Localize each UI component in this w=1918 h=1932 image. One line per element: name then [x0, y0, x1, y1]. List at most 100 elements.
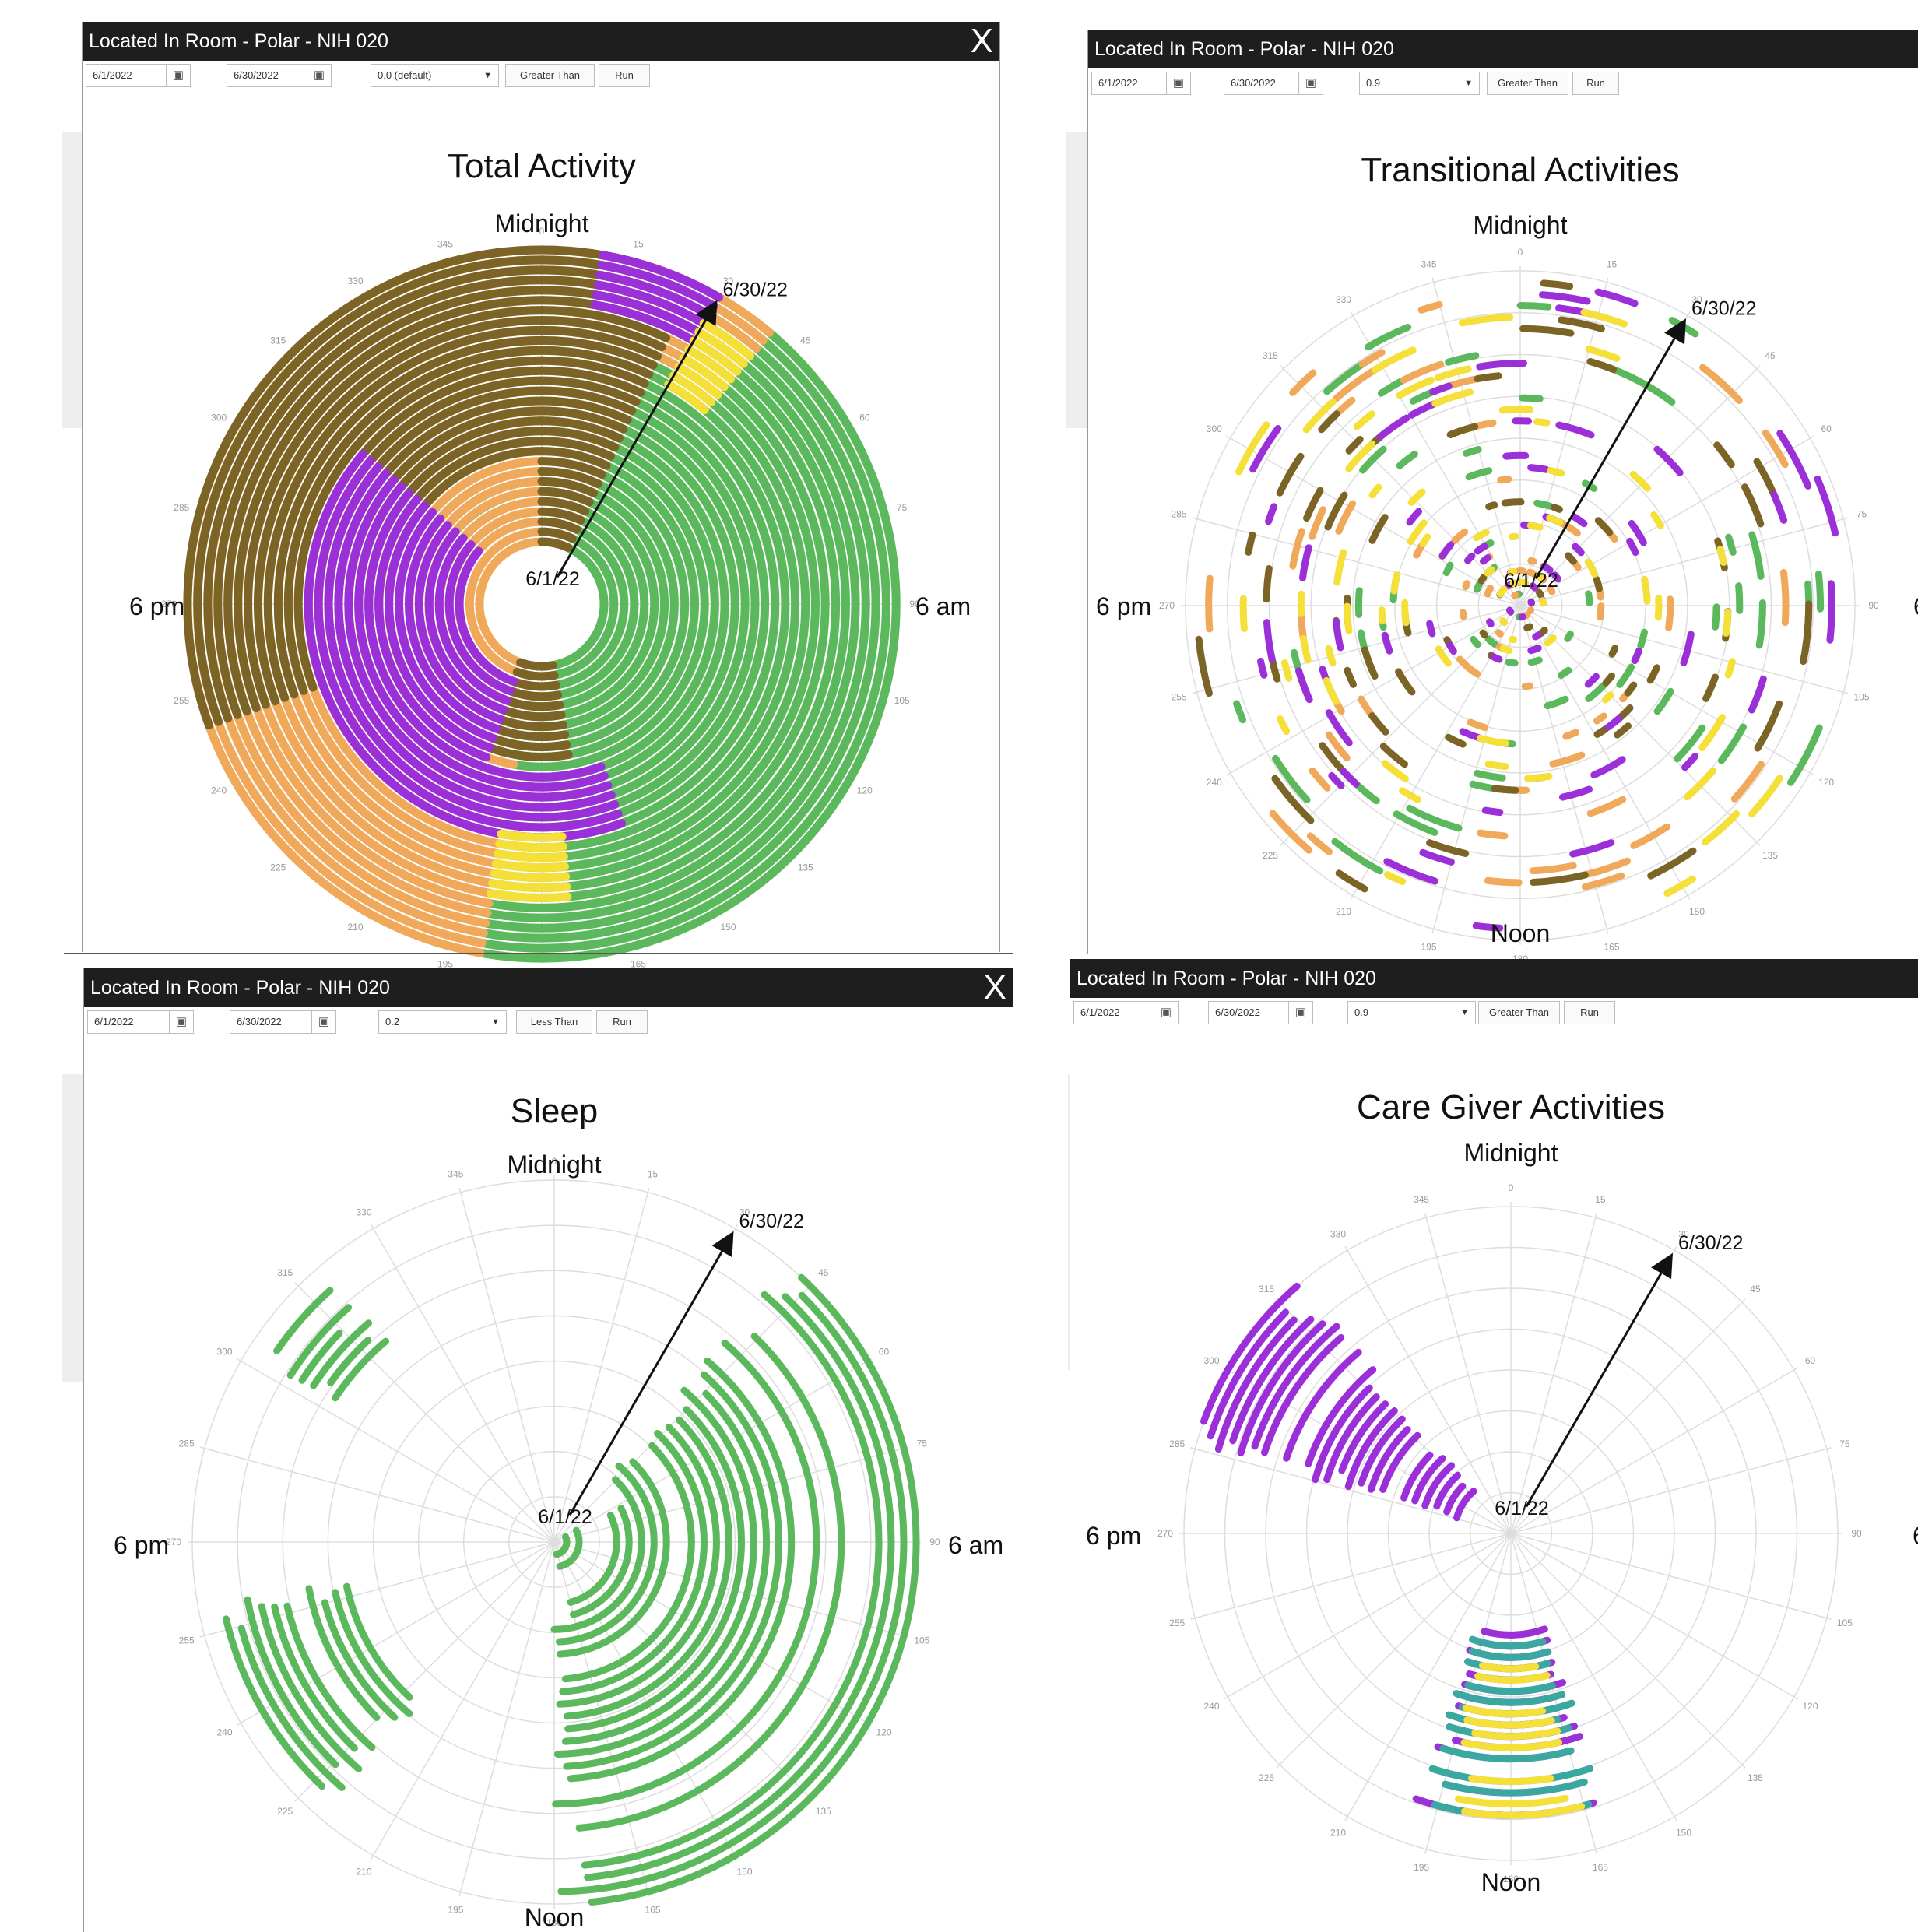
angle-tick-label: 150 — [1676, 1828, 1691, 1839]
end-date-label: 6/30/22 — [1691, 297, 1756, 319]
threshold-select[interactable]: 0.2 ▼ — [378, 1010, 507, 1034]
chart-title: Transitional Activities — [1361, 151, 1679, 189]
calendar-icon[interactable]: ▣ — [166, 65, 190, 86]
noon-label: Noon — [525, 1903, 585, 1931]
comparison-button[interactable]: Less Than — [516, 1010, 592, 1034]
window-titlebar[interactable]: Located In Room - Polar - NIH 020 X — [83, 22, 999, 61]
end-date-field[interactable]: 6/30/2022 ▣ — [230, 1010, 336, 1034]
activity-arc — [1774, 494, 1784, 520]
comparison-button[interactable]: Greater Than — [1478, 1001, 1560, 1024]
activity-arc — [1502, 409, 1530, 410]
activity-arc — [1303, 548, 1309, 578]
run-button[interactable]: Run — [596, 1010, 648, 1034]
activity-arc — [1261, 662, 1264, 676]
activity-arc — [1464, 1742, 1559, 1748]
activity-arc — [1657, 449, 1680, 472]
start-date-field[interactable]: 6/1/2022 ▣ — [87, 1010, 194, 1034]
calendar-icon[interactable]: ▣ — [169, 1011, 193, 1033]
close-icon[interactable]: X — [984, 968, 1006, 1007]
toolbar: 6/1/2022 ▣ 6/30/2022 ▣ 0.9 ▼ Greater Than R… — [1088, 68, 1918, 100]
start-date-label: 6/1/22 — [1504, 570, 1558, 592]
angle-tick-label: 105 — [1837, 1618, 1853, 1628]
activity-arc — [1322, 414, 1337, 430]
activity-arc — [1465, 1807, 1582, 1816]
activity-arc — [1470, 722, 1485, 728]
calendar-icon[interactable]: ▣ — [1298, 72, 1323, 94]
activity-arc — [1598, 292, 1635, 304]
window-titlebar[interactable]: Located In Room - Polar - NIH 020 — [1088, 30, 1918, 68]
activity-arc — [1752, 535, 1758, 557]
calendar-icon[interactable]: ▣ — [1154, 1002, 1178, 1024]
angle-tick-label: 255 — [179, 1635, 195, 1646]
activity-arc — [1483, 633, 1484, 635]
window-titlebar[interactable]: Located In Room - Polar - NIH 020 X — [84, 968, 1013, 1007]
angle-tick-label: 45 — [1750, 1284, 1761, 1294]
threshold-value: 0.9 — [1366, 77, 1380, 89]
activity-arc — [1716, 607, 1717, 627]
threshold-select[interactable]: 0.9 ▼ — [1347, 1001, 1476, 1024]
activity-arc — [1636, 380, 1672, 402]
angle-tick-label: 90 — [1868, 600, 1879, 611]
activity-arc — [1488, 570, 1491, 574]
activity-arc — [1685, 757, 1695, 768]
activity-arc — [1337, 622, 1340, 648]
angle-tick-label: 135 — [1748, 1772, 1763, 1783]
activity-arc — [1481, 578, 1484, 581]
activity-arc — [1563, 789, 1590, 797]
activity-arc — [491, 894, 567, 898]
comparison-button[interactable]: Greater Than — [1487, 72, 1568, 95]
activity-arc — [1537, 422, 1547, 423]
activity-arc — [1590, 799, 1623, 813]
angle-tick-label: 75 — [1839, 1438, 1850, 1449]
activity-arc — [1585, 876, 1621, 887]
activity-arc — [1450, 645, 1454, 652]
angle-tick-label: 45 — [818, 1267, 829, 1278]
end-date-field[interactable]: 6/30/2022 ▣ — [1224, 72, 1323, 95]
comparison-button[interactable]: Greater Than — [505, 64, 595, 87]
activity-arc — [496, 864, 564, 868]
activity-arc — [1628, 685, 1634, 693]
run-button[interactable]: Run — [1564, 1001, 1615, 1024]
start-date-value: 6/1/2022 — [1098, 77, 1138, 89]
activity-arc — [1658, 598, 1659, 617]
calendar-icon[interactable]: ▣ — [1166, 72, 1190, 94]
start-date-field[interactable]: 6/1/2022 ▣ — [1091, 72, 1191, 95]
run-button[interactable]: Run — [1572, 72, 1619, 95]
6am-label: 6 am — [948, 1531, 1003, 1559]
activity-arc — [1438, 369, 1468, 378]
activity-arc — [1600, 606, 1601, 617]
end-date-field[interactable]: 6/30/2022 ▣ — [227, 64, 332, 87]
angle-tick-label: 135 — [1762, 850, 1778, 861]
activity-arc — [1505, 502, 1521, 503]
chevron-down-icon: ▼ — [1464, 72, 1473, 94]
activity-arc — [1530, 525, 1540, 527]
activity-arc — [1512, 536, 1516, 537]
calendar-icon[interactable]: ▣ — [1288, 1002, 1312, 1024]
activity-arc — [1634, 827, 1667, 845]
angle-tick-label: 210 — [1330, 1828, 1346, 1839]
angle-tick-label: 60 — [879, 1347, 890, 1358]
activity-arc — [1759, 603, 1762, 645]
6am-label: 6 am — [915, 592, 971, 620]
end-date-value: 6/30/2022 — [237, 1016, 282, 1027]
start-date-field[interactable]: 6/1/2022 ▣ — [86, 64, 191, 87]
activity-arc — [1589, 686, 1604, 699]
end-date-field[interactable]: 6/30/2022 ▣ — [1208, 1001, 1313, 1024]
angle-tick-label: 225 — [277, 1806, 293, 1817]
start-date-field[interactable]: 6/1/2022 ▣ — [1073, 1001, 1179, 1024]
window-titlebar[interactable]: Located In Room - Polar - NIH 020 — [1070, 959, 1918, 998]
activity-arc — [1312, 771, 1327, 788]
run-button[interactable]: Run — [599, 64, 650, 87]
activity-arc — [1477, 376, 1498, 379]
activity-arc — [1830, 584, 1832, 640]
close-icon[interactable]: X — [971, 22, 993, 61]
activity-arc — [1618, 726, 1628, 735]
calendar-icon[interactable]: ▣ — [307, 65, 331, 86]
activity-arc — [1495, 789, 1516, 790]
end-date-value: 6/30/2022 — [234, 69, 279, 81]
threshold-select[interactable]: 0.0 (default) ▼ — [371, 64, 499, 87]
chevron-down-icon: ▼ — [491, 1011, 500, 1033]
threshold-select[interactable]: 0.9 ▼ — [1359, 72, 1480, 95]
calendar-icon[interactable]: ▣ — [311, 1011, 335, 1033]
activity-arc — [1294, 652, 1298, 666]
